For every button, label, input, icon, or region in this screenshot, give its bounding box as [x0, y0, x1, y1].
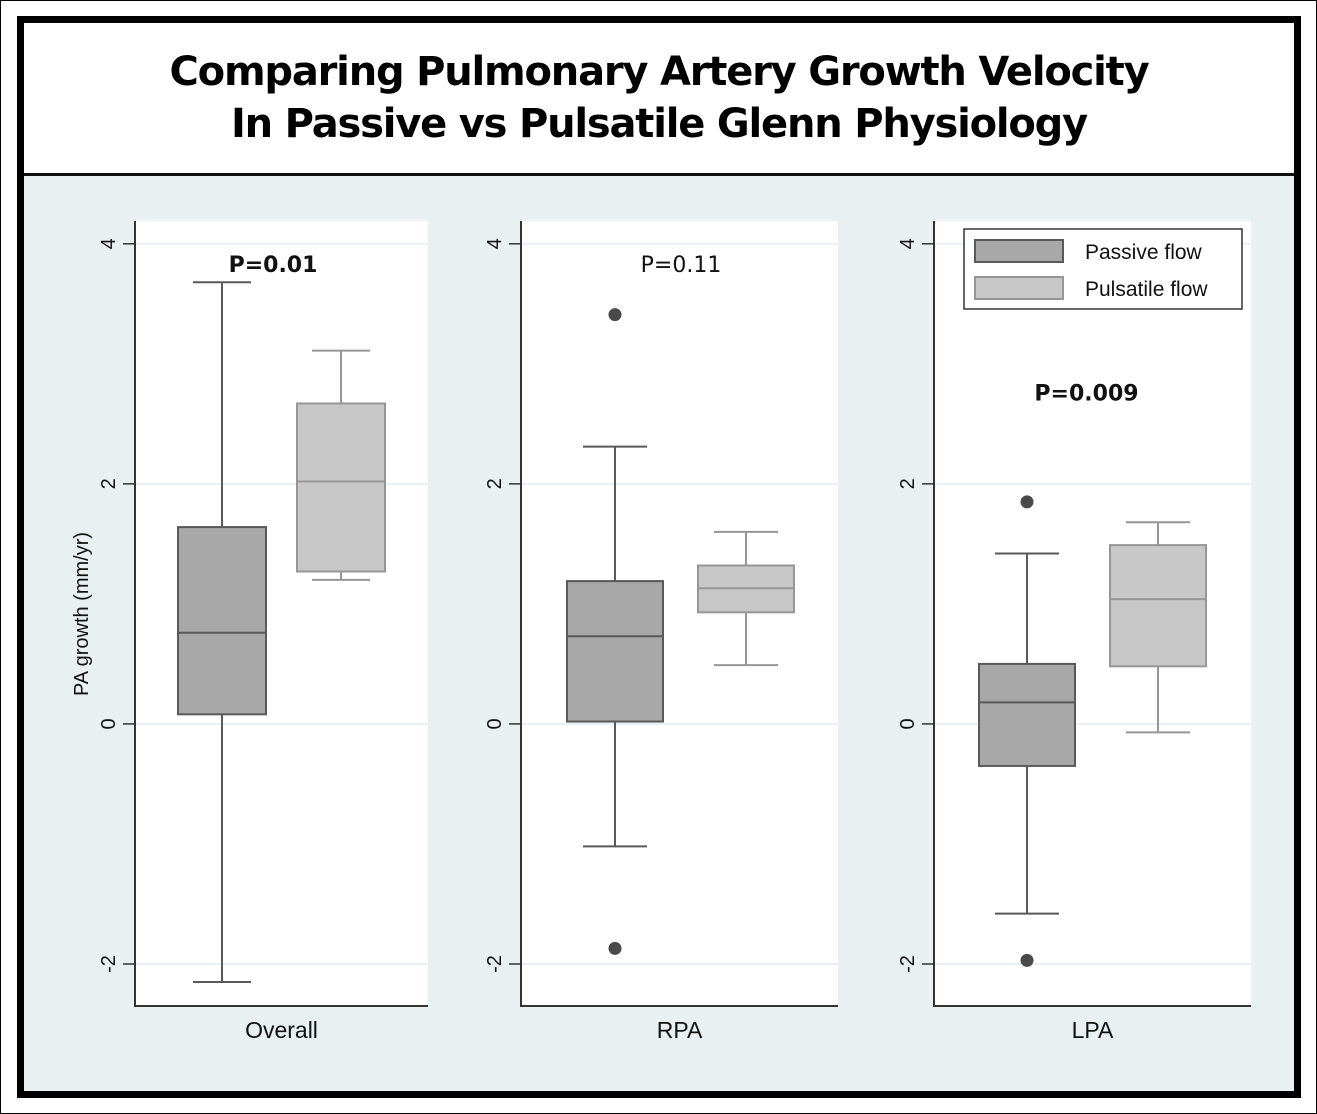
y-tick-label: 4	[897, 238, 919, 249]
title-line-1: Comparing Pulmonary Artery Growth Veloci…	[169, 49, 1150, 95]
y-tick-label: -2	[484, 955, 506, 973]
legend-swatch-pulsatile	[974, 276, 1064, 300]
box-passive-lpa	[978, 662, 1076, 767]
y-tick-label: 0	[897, 718, 919, 729]
y-tick-label: 2	[98, 478, 120, 489]
category-label-rpa: RPA	[657, 1017, 703, 1043]
y-tick-label: -2	[897, 955, 919, 973]
outlier-point-passive-lpa	[1020, 495, 1034, 509]
outlier-point-passive-rpa	[608, 941, 622, 955]
p-value-overall: P=0.01	[229, 253, 318, 278]
box-passive-overall	[177, 526, 267, 716]
outlier-point-passive-lpa	[1020, 953, 1034, 967]
category-label-lpa: LPA	[1072, 1017, 1114, 1043]
legend-label-pulsatile: Pulsatile flow	[1085, 278, 1208, 301]
y-tick-label: 2	[484, 478, 506, 489]
box-passive-rpa	[566, 580, 664, 723]
p-value-lpa: P=0.009	[1034, 382, 1138, 407]
y-tick-label: 2	[897, 478, 919, 489]
y-tick-label: 4	[484, 238, 506, 249]
outlier-point-passive-rpa	[608, 308, 622, 322]
y-tick-label: 4	[98, 238, 120, 249]
legend-label-passive: Passive flow	[1085, 241, 1203, 264]
legend-swatch-passive	[974, 239, 1064, 263]
y-tick-label: 0	[98, 718, 120, 729]
box-pulsatile-lpa	[1109, 544, 1207, 668]
box-pulsatile-overall	[296, 402, 386, 573]
y-tick-label: -2	[98, 955, 120, 973]
title-area: Comparing Pulmonary Artery Growth Veloci…	[24, 23, 1294, 176]
title-line-2: In Passive vs Pulsatile Glenn Physiology	[230, 101, 1088, 147]
p-value-rpa: P=0.11	[641, 253, 722, 278]
y-axis-title: PA growth (mm/yr)	[71, 532, 93, 696]
category-label-overall: Overall	[245, 1017, 318, 1043]
y-tick-label: 0	[484, 718, 506, 729]
